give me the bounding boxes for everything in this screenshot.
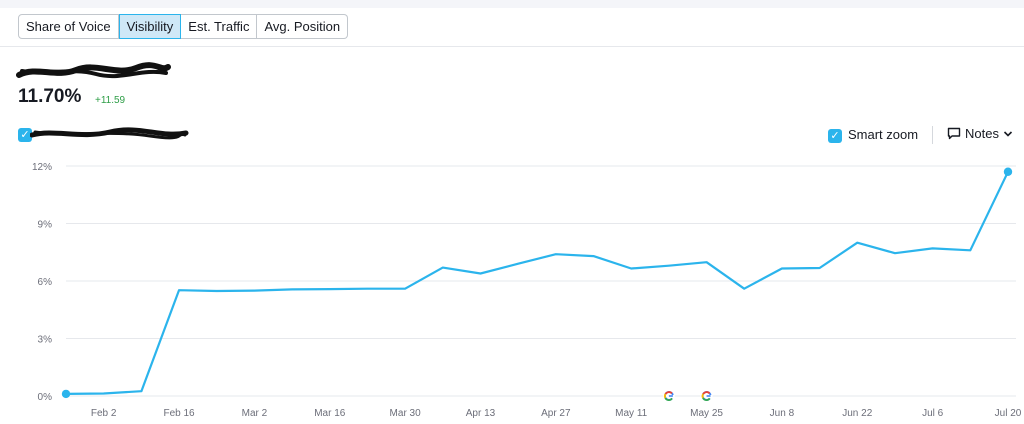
smart-zoom-label: Smart zoom bbox=[848, 127, 919, 142]
tab-visibility[interactable]: Visibility bbox=[118, 14, 182, 39]
x-tick-label: Jul 20 bbox=[995, 408, 1022, 419]
check-icon: ✓ bbox=[20, 129, 30, 141]
x-tick-label: Jul 6 bbox=[922, 408, 944, 419]
x-tick-label: Mar 30 bbox=[390, 408, 422, 419]
x-tick-label: Apr 27 bbox=[541, 408, 571, 419]
y-tick-label: 0% bbox=[38, 392, 53, 403]
series-checkbox[interactable]: ✓ bbox=[18, 128, 32, 142]
x-tick-label: Apr 13 bbox=[466, 408, 496, 419]
data-point[interactable] bbox=[61, 389, 71, 399]
redacted-series-scribble bbox=[30, 127, 189, 140]
visibility-value: 11.70% bbox=[18, 86, 82, 107]
x-tick-label: Mar 16 bbox=[314, 408, 346, 419]
visibility-delta: +11.59 bbox=[95, 95, 126, 106]
x-tick-label: May 25 bbox=[690, 408, 723, 419]
controls-separator bbox=[932, 126, 933, 144]
x-tick-label: Jun 22 bbox=[842, 408, 872, 419]
metric-tabs: Share of Voice Visibility Est. Traffic A… bbox=[18, 14, 349, 39]
check-icon: ✓ bbox=[830, 130, 840, 142]
notes-label: Notes bbox=[965, 126, 999, 141]
visibility-series-line bbox=[65, 171, 1009, 395]
x-tick-label: Jun 8 bbox=[770, 408, 795, 419]
top-band bbox=[0, 0, 1024, 8]
y-tick-label: 12% bbox=[32, 162, 52, 173]
tab-est-traffic[interactable]: Est. Traffic bbox=[181, 14, 258, 39]
x-tick-label: Feb 2 bbox=[91, 408, 117, 419]
tab-avg-position[interactable]: Avg. Position bbox=[257, 14, 349, 39]
google-g-icon[interactable] bbox=[662, 390, 675, 402]
y-tick-label: 3% bbox=[38, 335, 53, 346]
x-tick-label: May 11 bbox=[615, 408, 647, 419]
y-tick-label: 9% bbox=[38, 220, 53, 231]
notes-button[interactable]: Notes bbox=[947, 126, 1013, 141]
data-point[interactable] bbox=[1003, 167, 1013, 176]
header-divider bbox=[0, 46, 1024, 47]
y-tick-label: 6% bbox=[38, 277, 53, 288]
redacted-domain-scribble bbox=[16, 62, 171, 79]
speech-bubble-icon bbox=[947, 127, 961, 140]
tab-share-of-voice[interactable]: Share of Voice bbox=[18, 14, 119, 39]
chevron-down-icon bbox=[1003, 130, 1013, 137]
x-tick-label: Mar 2 bbox=[242, 408, 268, 419]
x-tick-label: Feb 16 bbox=[163, 408, 195, 419]
google-g-icon[interactable] bbox=[700, 390, 713, 402]
visibility-chart: 0% 3% 6% 9% 12% Feb 2 Feb 16 Mar 2 Mar 16 Mar 30… bbox=[32, 162, 1022, 419]
smart-zoom-checkbox[interactable]: ✓ bbox=[828, 129, 842, 143]
